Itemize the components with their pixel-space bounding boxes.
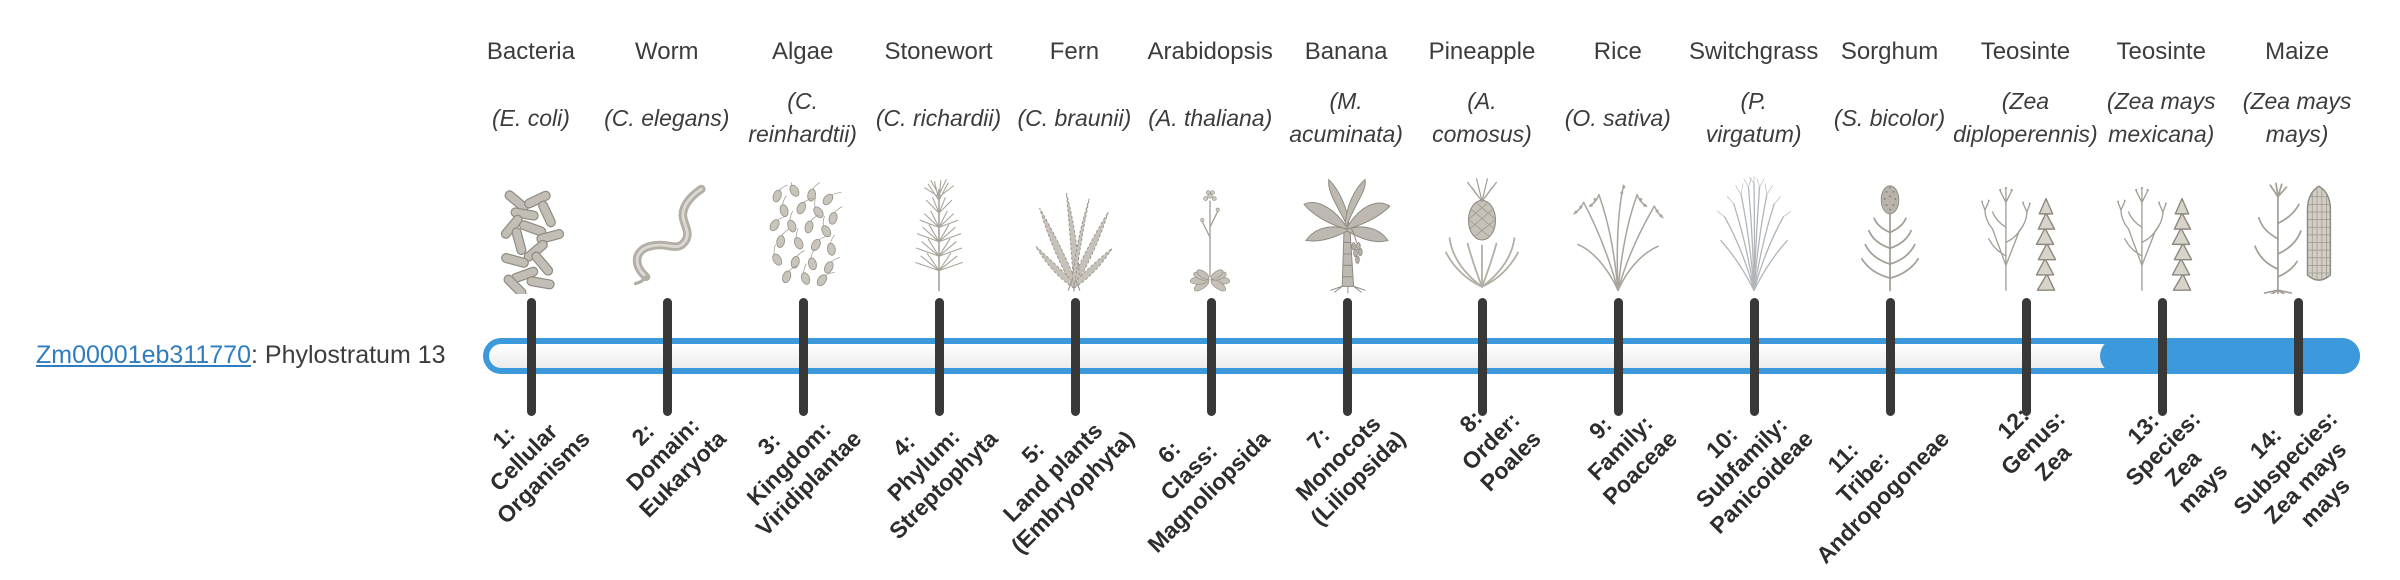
organism-latin-name: (P. virgatum) [1705, 88, 1802, 147]
timeline-tick-12 [2021, 298, 2031, 416]
column-bacteria: Bacteria (E. coli) [463, 34, 599, 294]
organism-latin-name: (S. bicolor) [1833, 104, 1946, 131]
stratum-label-14: 14: Subspecies: Zea mays mays [2227, 405, 2355, 533]
stratum-label-9: 9: Family: Poaceae [1582, 410, 1682, 510]
timeline-tick-6 [1206, 298, 1216, 416]
organism-name: Teosinte [2116, 38, 2206, 65]
column-algae: Algae (C. reinhardtii) [735, 34, 871, 294]
organism-name: Arabidopsis [1147, 38, 1273, 65]
teosinte-icon [1975, 166, 2075, 294]
banana-icon [1298, 166, 1394, 294]
column-maize: Maize (Zea mays mays) [2229, 34, 2365, 294]
timeline-tick-2 [662, 298, 672, 416]
organism-latin-name: (Zea mays mays) [2242, 88, 2352, 147]
column-switchgrass: Switchgrass (P. virgatum) [1686, 34, 1822, 294]
organism-name: Banana [1304, 38, 1388, 65]
organism-name: Switchgrass [1688, 38, 1819, 65]
organism-latin-name: (C. elegans) [604, 104, 730, 131]
timeline-tick-1 [526, 298, 536, 416]
stratum-label-7: 7: Monocots (Liliopsida) [1290, 410, 1411, 531]
stratum-label-12: 12: Genus: Zea [1991, 401, 2076, 486]
gene-label: Zm00001eb311770: Phylostratum 13 [36, 341, 446, 370]
timeline-tick-7 [1342, 298, 1352, 416]
column-fern: Fern (C. braunii) [1006, 34, 1142, 294]
gene-id-link[interactable]: Zm00001eb311770 [36, 341, 251, 369]
organism-latin-name: (A. comosus) [1432, 88, 1532, 147]
organism-name: Teosinte [1980, 38, 2071, 65]
organism-name: Worm [635, 38, 699, 65]
maize-icon [2247, 166, 2347, 294]
sorghum-icon [1846, 166, 1934, 294]
arabidopsis-icon [1167, 166, 1253, 294]
fern-icon [1026, 166, 1122, 294]
stratum-label-4: 4: Phylum: Streptophyta [882, 423, 1003, 544]
organism-latin-name: (Zea mays mexicana) [2106, 88, 2216, 147]
stratum-label-2: 2: Domain: Eukaryota [620, 412, 731, 523]
timeline-tick-5 [1070, 298, 1080, 416]
column-stonewort: Stonewort (C. richardii) [871, 34, 1007, 294]
timeline-highlight-fill [2100, 338, 2360, 374]
timeline-tick-3 [798, 298, 808, 416]
timeline-tick-14 [2293, 298, 2303, 416]
timeline-tick-9 [1613, 298, 1623, 416]
organism-latin-name: (E. coli) [491, 104, 570, 131]
algae-icon [760, 166, 846, 294]
organism-name: Rice [1593, 38, 1642, 65]
column-pineapple: Pineapple (A. comosus) [1414, 34, 1550, 294]
teosinte-icon [2111, 166, 2211, 294]
organism-name: Algae [771, 38, 834, 65]
column-teosinte-mexicana: Teosinte (Zea mays mexicana) [2093, 34, 2229, 294]
stratum-label-5: 5: Land plants (Embryophyta) [997, 417, 1139, 559]
organism-name: Stonewort [884, 38, 993, 65]
column-teosinte-diploperennis: Teosinte (Zea diploperennis) [1953, 34, 2098, 294]
column-worm: Worm (C. elegans) [599, 34, 735, 294]
timeline-tick-13 [2157, 298, 2167, 416]
timeline-tick-4 [934, 298, 944, 416]
organism-name: Maize [2265, 38, 2330, 65]
timeline-tick-11 [1885, 298, 1895, 416]
organism-columns: Bacteria (E. coli) Worm (C. elegans) Alg… [463, 34, 2365, 294]
timeline-tick-8 [1478, 298, 1487, 416]
organism-latin-name: (C. braunii) [1017, 104, 1132, 131]
organism-name: Bacteria [486, 38, 575, 65]
stratum-label-3: 3: Kingdom: Viridiplantae [741, 416, 867, 542]
organism-name: Fern [1049, 38, 1100, 65]
switchgrass-icon [1708, 166, 1800, 294]
stratum-label-8: 8: Order: Poales [1454, 404, 1546, 497]
bacteria-icon [491, 166, 571, 294]
phylostrata-timeline-bar [483, 338, 2360, 374]
organism-name: Pineapple [1428, 38, 1536, 65]
organism-latin-name: (Zea diploperennis) [1953, 88, 2098, 147]
stratum-label-13: 13: Species: Zea mays [2120, 405, 2233, 518]
column-rice: Rice (O. sativa) [1550, 34, 1686, 294]
organism-latin-name: (M. acuminata) [1289, 88, 1403, 147]
organism-latin-name: (C. richardii) [875, 104, 1002, 131]
column-banana: Banana (M. acuminata) [1278, 34, 1414, 294]
rice-icon [1570, 166, 1666, 294]
worm-icon [619, 166, 715, 294]
stratum-label-11: 11: Tribe: Andropogoneae [1810, 425, 1954, 569]
organism-latin-name: (A. thaliana) [1148, 104, 1273, 131]
column-sorghum: Sorghum (S. bicolor) [1822, 34, 1958, 294]
stratum-label-1: 1: Cellular Organisms [484, 418, 595, 529]
stratum-label-6: 6: Class: Magnoliopsida [1142, 425, 1275, 558]
organism-latin-name: (C. reinhardtii) [748, 88, 857, 147]
stonewort-icon [894, 166, 984, 294]
pineapple-icon [1437, 166, 1527, 294]
phylostratum-text: : Phylostratum 13 [251, 341, 446, 369]
timeline-tick-10 [1749, 298, 1759, 416]
column-arabidopsis: Arabidopsis (A. thaliana) [1142, 34, 1278, 294]
organism-latin-name: (O. sativa) [1564, 104, 1671, 131]
organism-name: Sorghum [1840, 38, 1939, 65]
timeline-bar-track [489, 344, 2354, 368]
